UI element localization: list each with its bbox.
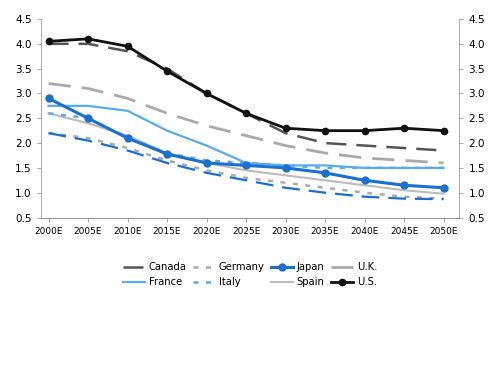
Legend: Canada, France, Germany, Italy, Japan, Spain, U.K., U.S.: Canada, France, Germany, Italy, Japan, S… [119, 258, 381, 291]
